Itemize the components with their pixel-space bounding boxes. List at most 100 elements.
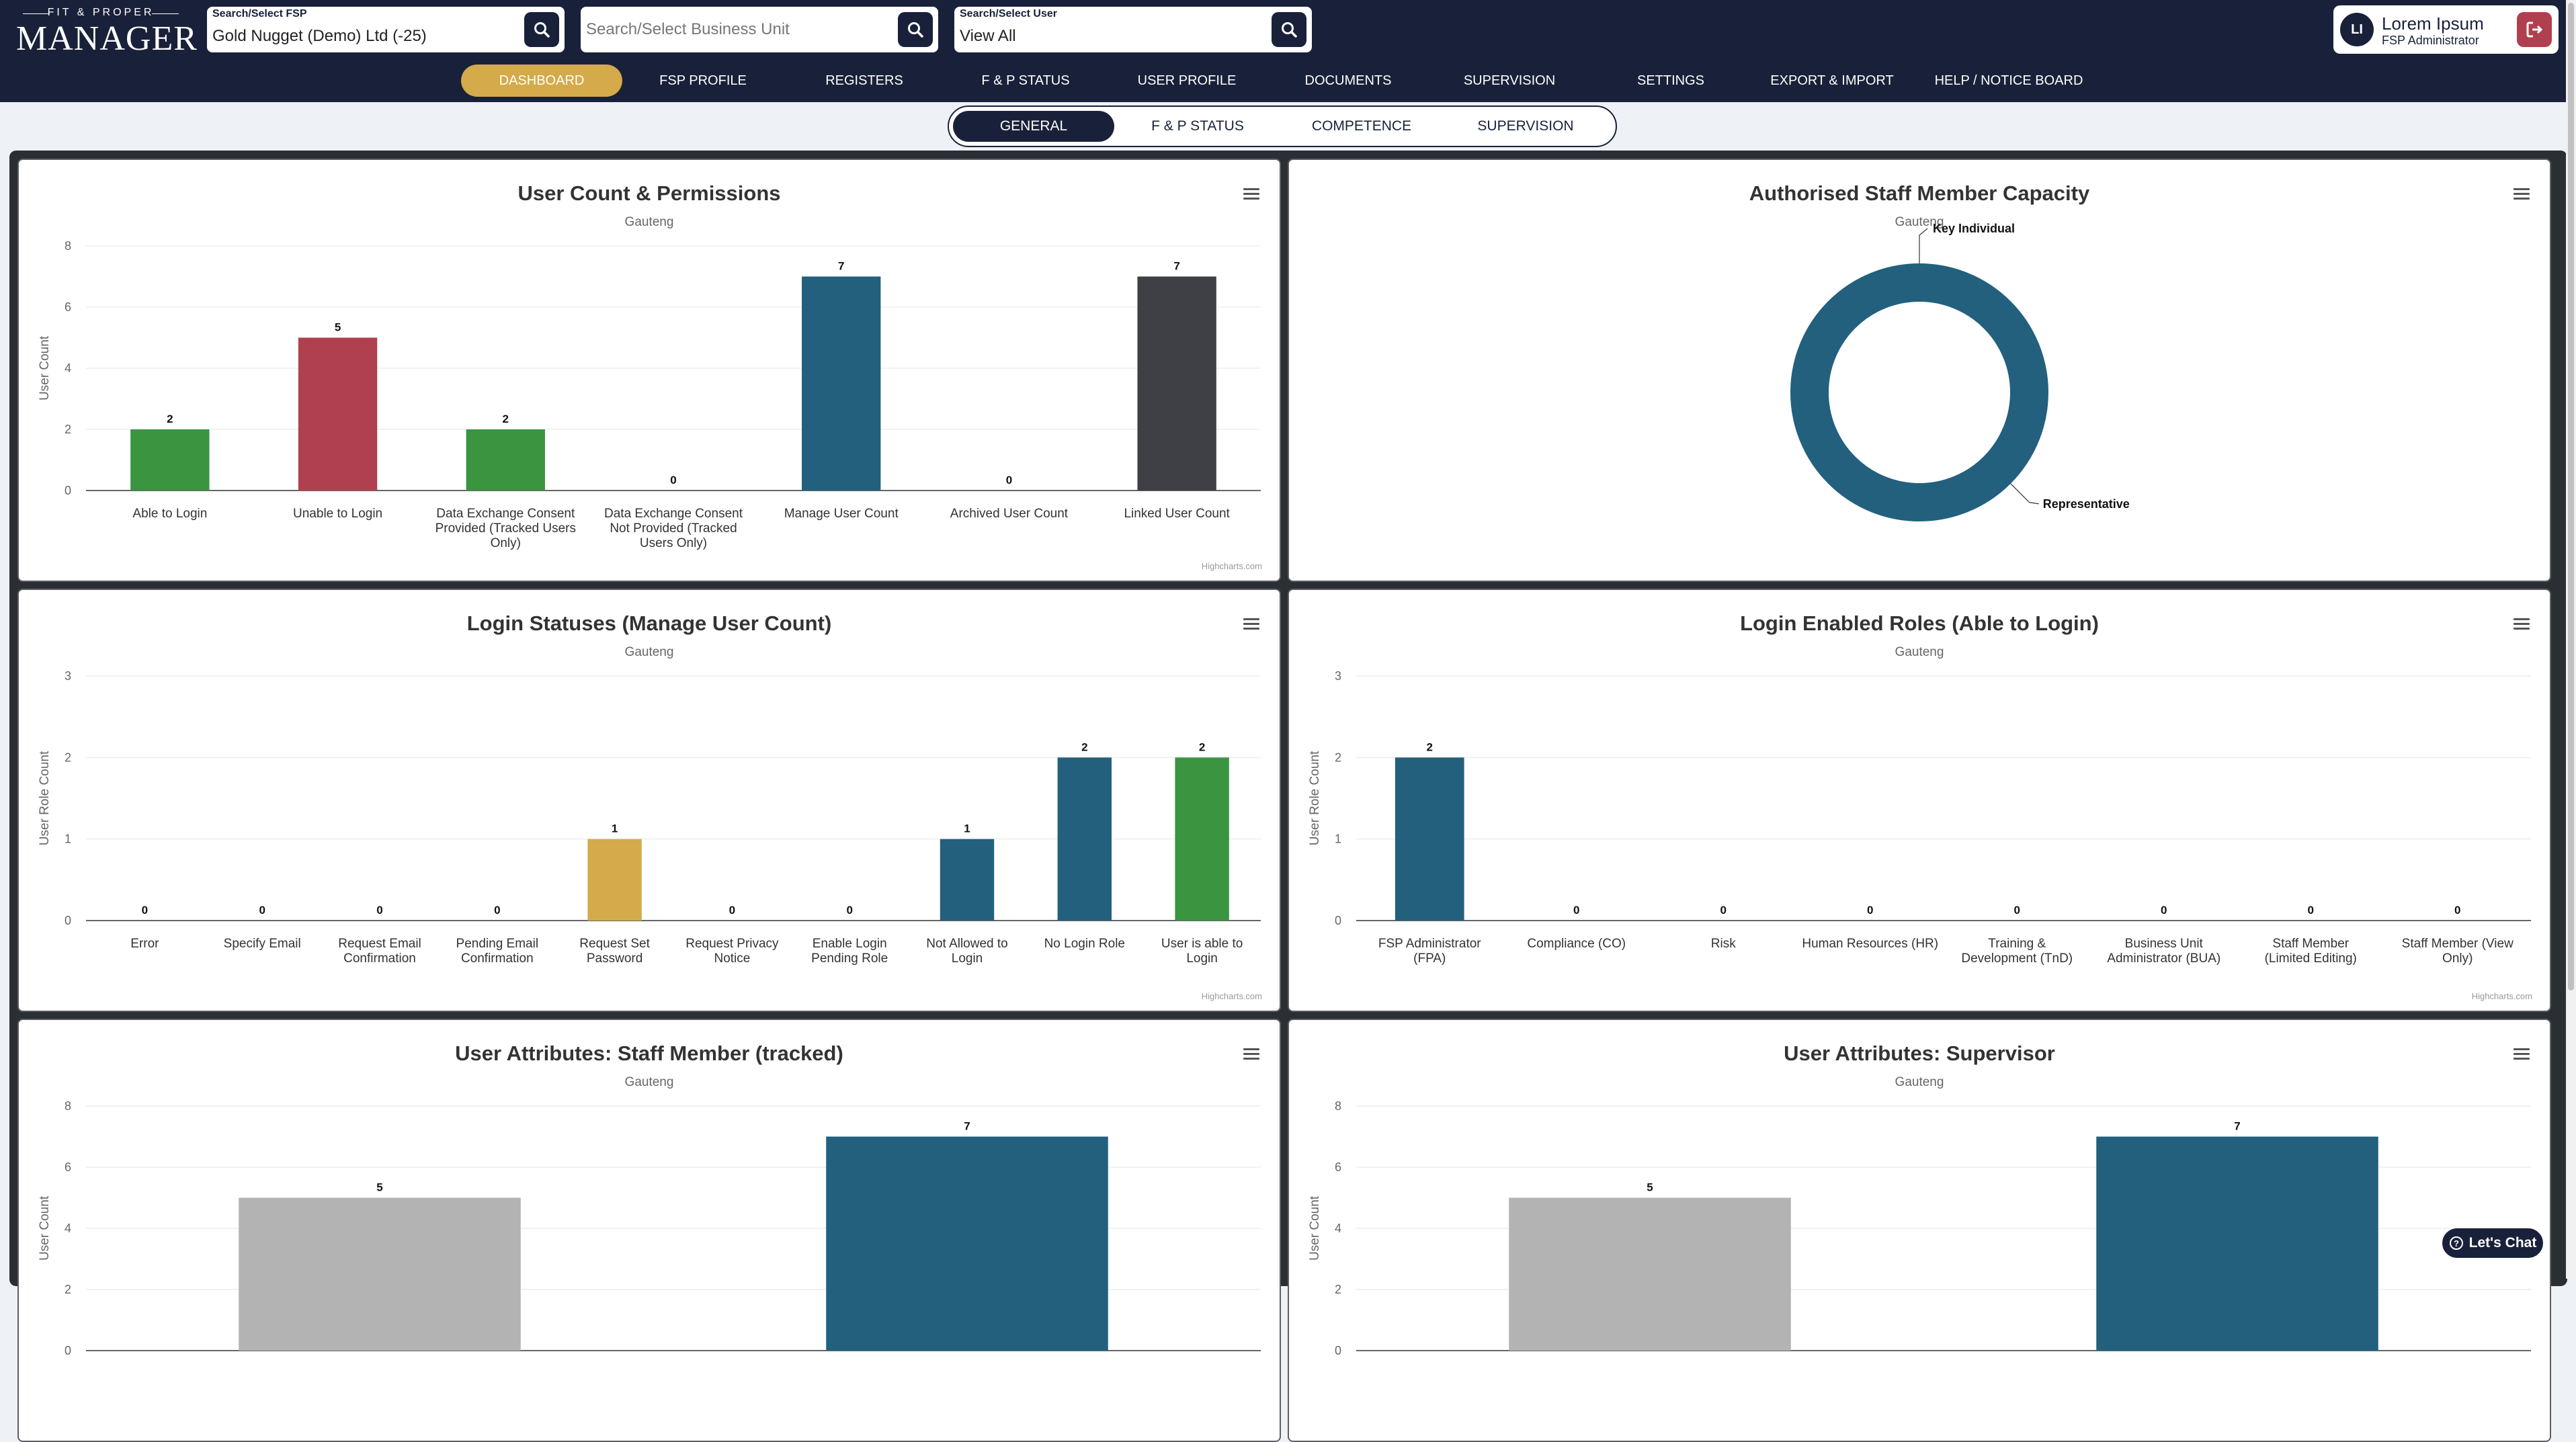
chart-menu-button[interactable]: [1243, 618, 1259, 630]
x-tick-label: Archived User Count: [950, 507, 1069, 521]
chart-menu-button[interactable]: [1243, 188, 1259, 200]
chart-title: User Attributes: Supervisor: [1784, 1042, 2055, 1065]
x-tick-label: Data Exchange Consent Not Provided (Track…: [604, 507, 743, 550]
data-label: 2: [1427, 740, 1433, 753]
data-label: 7: [1173, 260, 1179, 273]
data-label: 0: [1573, 904, 1579, 917]
x-tick-label: Staff Member (Limited Editing): [2265, 937, 2357, 966]
x-tick-label: Not Allowed to Login: [926, 937, 1007, 966]
bar[interactable]: [802, 276, 881, 491]
bar[interactable]: [466, 429, 545, 491]
data-label: 0: [376, 904, 382, 917]
data-label: 0: [142, 904, 148, 917]
business-unit-search: [581, 7, 938, 52]
scrollbar-thumb[interactable]: [2568, 3, 2574, 990]
y-tick-label: 2: [1335, 1283, 1341, 1296]
chart-credit[interactable]: Highcharts.com: [1201, 561, 1262, 571]
panel-login-statuses: Login Statuses (Manage User Count) Gaute…: [17, 589, 1281, 1012]
fsp-search-input[interactable]: [212, 26, 522, 47]
y-tick-label: 3: [1335, 669, 1341, 683]
y-tick-label: 0: [1335, 914, 1341, 927]
chart-menu-button[interactable]: [2513, 618, 2530, 630]
business-unit-search-button[interactable]: [898, 12, 933, 47]
y-axis-label: User Count: [38, 335, 52, 400]
lets-chat-button[interactable]: ? Let's Chat: [2441, 1227, 2544, 1259]
data-label: 0: [259, 904, 265, 917]
chart-title: User Attributes: Staff Member (tracked): [455, 1042, 843, 1065]
nav-dashboard[interactable]: DASHBOARD: [461, 65, 622, 97]
data-label: 0: [670, 474, 676, 486]
bar[interactable]: [940, 839, 995, 921]
chart-subtitle: Gauteng: [1895, 215, 1944, 229]
chart-title: Authorised Staff Member Capacity: [1749, 181, 2090, 205]
nav-fp-status[interactable]: F & P STATUS: [981, 73, 1070, 88]
bar[interactable]: [1175, 757, 1229, 921]
nav-documents[interactable]: DOCUMENTS: [1304, 73, 1392, 88]
y-tick-label: 0: [65, 914, 71, 927]
bar[interactable]: [1137, 276, 1216, 491]
y-tick-label: 4: [65, 362, 71, 375]
x-tick-label: Request Privacy Notice: [685, 937, 779, 966]
chart-menu-button[interactable]: [2513, 188, 2530, 200]
y-axis-label: User Count: [38, 1195, 52, 1261]
fsp-search-label: Search/Select FSP: [212, 8, 307, 19]
x-tick-label: Request Set Password: [579, 937, 650, 966]
page-scrollbar[interactable]: [2566, 0, 2576, 1279]
avatar: LI: [2340, 13, 2374, 46]
bar[interactable]: [298, 337, 378, 491]
chart-credit[interactable]: Highcharts.com: [2471, 991, 2532, 1001]
user-search-input[interactable]: [960, 26, 1269, 47]
bar-chart: 0 1 2 3 User Role Count 2 FSP Administrator (FP…: [1308, 669, 2531, 966]
bar[interactable]: [1395, 757, 1464, 921]
nav-user-profile[interactable]: USER PROFILE: [1137, 73, 1237, 88]
nav-supervision[interactable]: SUPERVISION: [1463, 73, 1556, 88]
dashboard-subtabs: GENERAL F & P STATUS COMPETENCE SUPERVIS…: [948, 105, 1617, 147]
user-search-button[interactable]: [1272, 12, 1306, 47]
business-unit-search-input[interactable]: [586, 19, 895, 40]
donut-chart: Key Individual Representative: [1790, 222, 2130, 521]
tab-supervision[interactable]: SUPERVISION: [1477, 118, 1574, 134]
tab-general[interactable]: GENERAL: [953, 111, 1114, 142]
bar[interactable]: [239, 1197, 521, 1351]
pie-slice[interactable]: [1790, 263, 2048, 521]
y-tick-label: 0: [1335, 1344, 1341, 1357]
logo-tagline: FIT & PROPER: [16, 7, 185, 19]
logout-icon: [2526, 22, 2543, 38]
nav-fsp-profile[interactable]: FSP PROFILE: [659, 73, 747, 88]
data-label: 0: [494, 904, 500, 917]
bar[interactable]: [2096, 1136, 2378, 1351]
data-label: 0: [2014, 904, 2020, 917]
nav-settings[interactable]: SETTINGS: [1636, 73, 1705, 88]
chart-title: Login Enabled Roles (Able to Login): [1740, 611, 2099, 635]
bar[interactable]: [826, 1136, 1108, 1351]
x-tick-label: Data Exchange Consent Provided (Tracked U…: [435, 507, 576, 550]
chart-credit[interactable]: Highcharts.com: [1201, 991, 1262, 1001]
logout-button[interactable]: [2517, 12, 2552, 47]
bar[interactable]: [1509, 1197, 1791, 1351]
app-logo[interactable]: FIT & PROPER MANAGER: [16, 4, 197, 58]
x-tick-label: No Login Role: [1044, 937, 1125, 951]
bar[interactable]: [130, 429, 210, 491]
x-tick-label: Unable to Login: [293, 507, 382, 521]
fsp-search-button[interactable]: [524, 12, 559, 47]
y-tick-label: 2: [1335, 751, 1341, 764]
y-tick-label: 1: [1335, 833, 1341, 846]
user-menu[interactable]: LI Lorem Ipsum FSP Administrator: [2333, 5, 2559, 54]
tab-competence[interactable]: COMPETENCE: [1311, 118, 1412, 134]
bar[interactable]: [1057, 757, 1112, 921]
y-tick-label: 0: [65, 1344, 71, 1357]
y-tick-label: 0: [65, 484, 71, 497]
chart-menu-button[interactable]: [2513, 1048, 2530, 1060]
nav-registers[interactable]: REGISTERS: [825, 73, 903, 88]
top-bar: FIT & PROPER MANAGER Search/Select FSP S…: [0, 0, 2576, 102]
tab-fp-status[interactable]: F & P STATUS: [1151, 118, 1244, 134]
x-tick-label: Risk: [1711, 937, 1736, 951]
nav-help-notice-board[interactable]: HELP / NOTICE BOARD: [1934, 73, 2083, 88]
main-nav: DASHBOARD FSP PROFILE REGISTERS F & P ST…: [0, 65, 2576, 97]
y-tick-label: 6: [65, 1160, 71, 1174]
nav-export-import[interactable]: EXPORT & IMPORT: [1770, 73, 1894, 88]
chart-menu-button[interactable]: [1243, 1048, 1259, 1060]
label-connector: [1919, 228, 1928, 263]
x-tick-label: Request Email Confirmation: [338, 937, 421, 966]
bar[interactable]: [587, 839, 642, 921]
